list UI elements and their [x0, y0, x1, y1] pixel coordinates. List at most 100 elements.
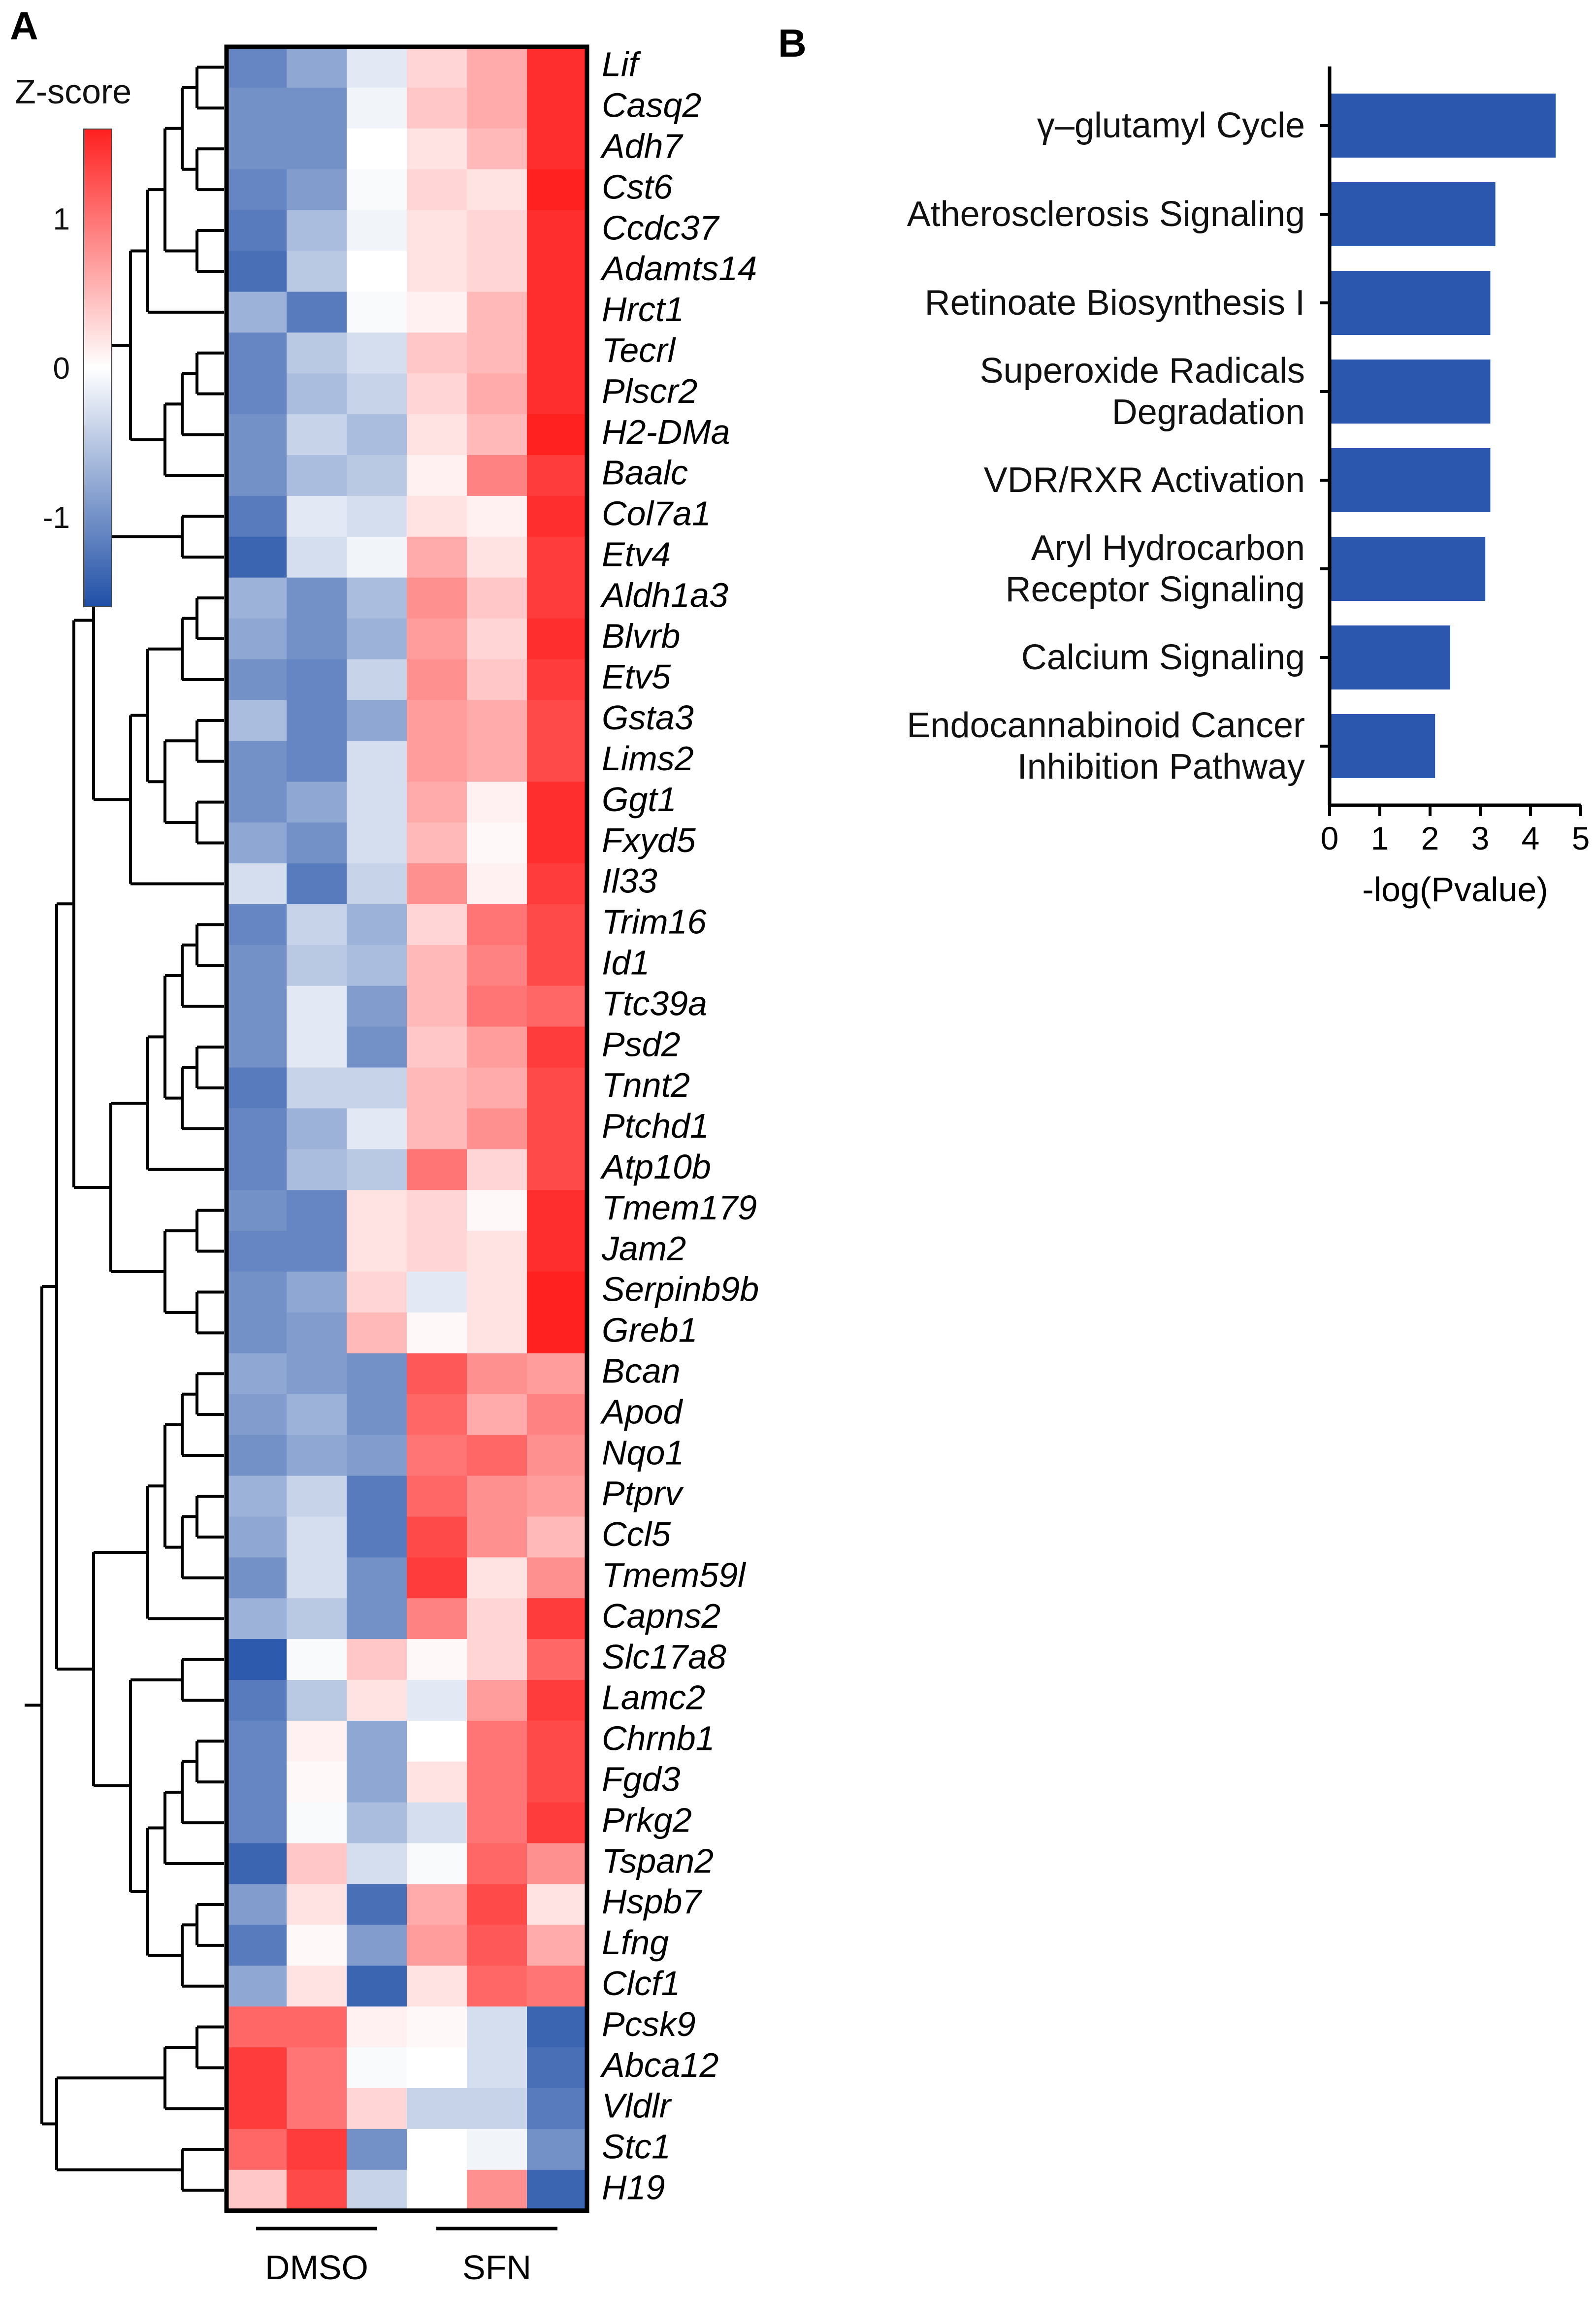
heatmap-cell — [467, 1190, 527, 1231]
heatmap-cell — [527, 536, 587, 578]
heatmap-cell — [407, 700, 467, 741]
gene-label: Capns2 — [602, 1597, 720, 1635]
heatmap-cell — [227, 1720, 287, 1762]
heatmap-cell — [407, 1802, 467, 1844]
category-label: Inhibition Pathway — [1017, 747, 1305, 787]
panel-b-letter: B — [778, 21, 807, 65]
bar — [1330, 94, 1556, 158]
heatmap-cell — [347, 87, 407, 129]
heatmap-cell — [527, 985, 587, 1027]
colorbar-title: Z-score — [15, 72, 131, 111]
gene-label: Tmem179 — [602, 1188, 757, 1227]
heatmap-cell — [227, 1966, 287, 2007]
heatmap-cell — [467, 985, 527, 1027]
heatmap-cell — [347, 1680, 407, 1721]
heatmap-cell — [227, 414, 287, 456]
heatmap-cell — [227, 251, 287, 292]
heatmap-cell — [527, 373, 587, 415]
gene-label: Psd2 — [602, 1025, 681, 1063]
heatmap-cell — [467, 700, 527, 741]
heatmap-cell — [407, 128, 467, 170]
heatmap-cell — [407, 1108, 467, 1149]
gene-label: Tspan2 — [602, 1841, 714, 1880]
heatmap-cell — [347, 2047, 407, 2089]
gene-label: Serpinb9b — [602, 1270, 759, 1309]
heatmap-cell — [467, 1272, 527, 1313]
gene-label: Stc1 — [602, 2128, 671, 2166]
heatmap-cell — [347, 985, 407, 1027]
heatmap-cell — [467, 47, 527, 88]
heatmap-cell — [287, 741, 347, 782]
heatmap-cell — [287, 618, 347, 660]
heatmap-cell — [347, 1190, 407, 1231]
gene-label: Pcsk9 — [602, 2005, 696, 2043]
heatmap-cell — [407, 1557, 467, 1599]
heatmap-cell — [287, 1761, 347, 1803]
heatmap-cell — [227, 822, 287, 864]
heatmap-cell — [407, 1476, 467, 1517]
heatmap-cell — [347, 1802, 407, 1844]
gene-label: Tnnt2 — [602, 1066, 690, 1104]
heatmap-cell — [467, 1802, 527, 1844]
heatmap-cell — [527, 863, 587, 905]
category-label: Endocannabinoid Cancer — [907, 706, 1305, 745]
heatmap-cell — [407, 536, 467, 578]
heatmap-cell — [227, 292, 287, 333]
heatmap-cell — [227, 863, 287, 905]
heatmap-cell — [407, 863, 467, 905]
heatmap-cell — [347, 1843, 407, 1885]
heatmap-cell — [407, 1639, 467, 1680]
heatmap-cell — [227, 2088, 287, 2130]
heatmap-cell — [527, 1516, 587, 1558]
heatmap-cell — [467, 1312, 527, 1354]
gene-label: Adamts14 — [600, 249, 757, 288]
heatmap-cell — [347, 1598, 407, 1640]
heatmap-cell — [467, 1067, 527, 1109]
gene-label: Fgd3 — [602, 1760, 681, 1798]
heatmap-cell — [347, 945, 407, 986]
gene-label: Casq2 — [602, 86, 701, 125]
heatmap-cell — [347, 1557, 407, 1599]
gene-label: Apod — [600, 1392, 684, 1431]
group-label: DMSO — [265, 2248, 368, 2287]
x-tick-label: 5 — [1572, 820, 1590, 856]
bar — [1330, 182, 1496, 246]
heatmap-cell — [347, 618, 407, 660]
heatmap-cell — [227, 128, 287, 170]
category-label: Retinoate Biosynthesis I — [925, 283, 1305, 323]
heatmap-cell — [227, 782, 287, 823]
heatmap-cell — [287, 1067, 347, 1109]
heatmap-cell — [227, 577, 287, 619]
heatmap-cell — [527, 87, 587, 129]
heatmap-cell — [287, 1476, 347, 1517]
bar-chart: γ–glutamyl Cycle Atherosclerosis Signalin… — [907, 66, 1590, 909]
heatmap-cell — [467, 1353, 527, 1395]
heatmap-cell — [287, 1802, 347, 1844]
gene-label: Trim16 — [602, 903, 707, 941]
heatmap-cell — [527, 1108, 587, 1149]
gene-label: Col7a1 — [602, 494, 711, 533]
heatmap-cell — [407, 1394, 467, 1436]
heatmap-cell — [347, 782, 407, 823]
gene-label: Id1 — [602, 943, 650, 982]
heatmap-cell — [347, 1394, 407, 1436]
heatmap-cell — [227, 1149, 287, 1190]
heatmap-cell — [347, 2006, 407, 2048]
heatmap-cell — [467, 169, 527, 211]
heatmap-cell — [407, 87, 467, 129]
gene-label: Abca12 — [600, 2046, 718, 2084]
heatmap-cell — [347, 169, 407, 211]
heatmap-cell — [407, 455, 467, 496]
heatmap-cell — [227, 1843, 287, 1885]
heatmap-cell — [227, 1067, 287, 1109]
gene-label: Fxyd5 — [602, 821, 696, 859]
heatmap-cell — [287, 536, 347, 578]
gene-label: Lamc2 — [602, 1678, 705, 1717]
heatmap-cell — [407, 1843, 467, 1885]
gene-label: Ccl5 — [602, 1515, 671, 1553]
heatmap-cell — [527, 2006, 587, 2048]
heatmap-cell — [347, 47, 407, 88]
heatmap-cell — [407, 332, 467, 374]
gene-label: Blvrb — [602, 617, 680, 655]
gene-label: Tecrl — [602, 331, 677, 369]
